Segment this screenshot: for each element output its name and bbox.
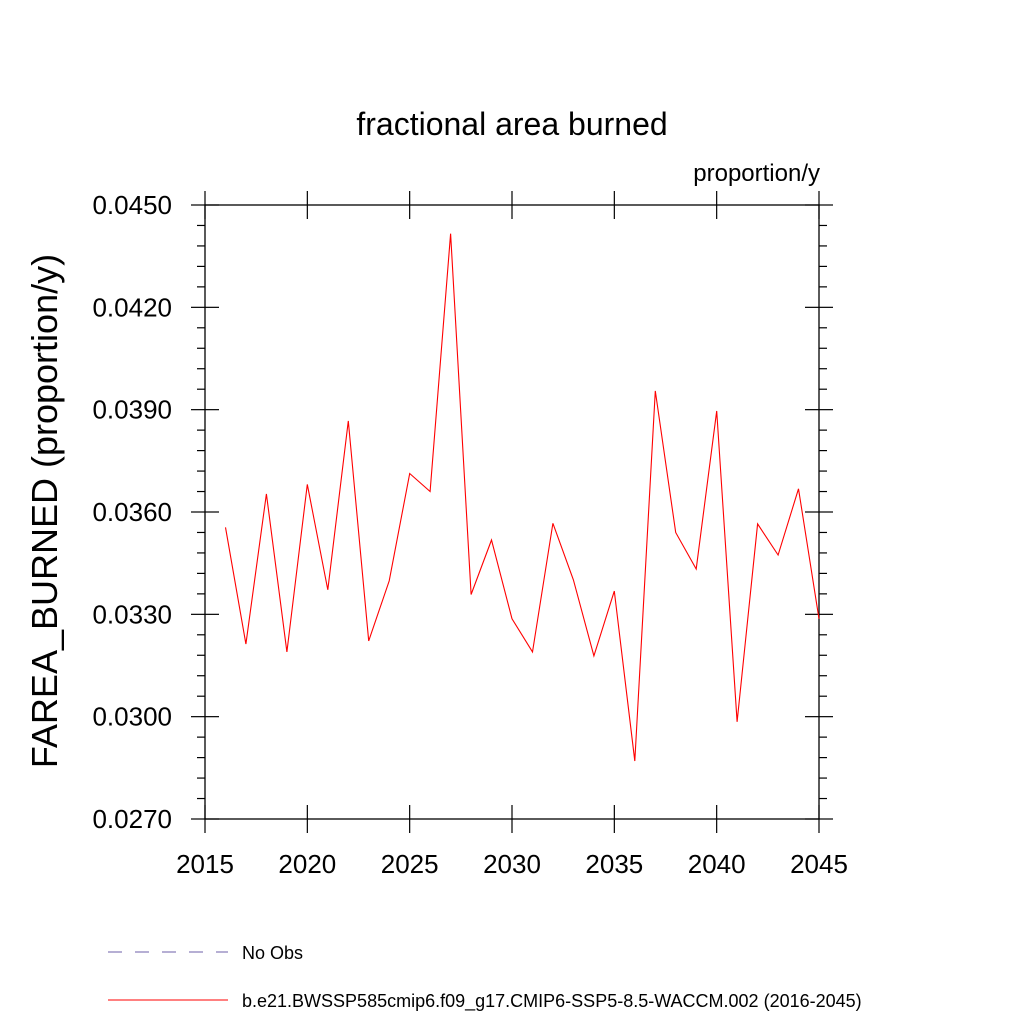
y-tick-label: 0.0420 [92, 292, 172, 322]
series-line [224, 233, 820, 762]
chart-title: fractional area burned [356, 106, 667, 142]
y-tick-label: 0.0360 [92, 497, 172, 527]
y-axis-label: FAREA_BURNED (proportion/y) [24, 254, 65, 768]
y-tick-label: 0.0270 [92, 804, 172, 834]
legend: No Obs b.e21.BWSSP585cmip6.f09_g17.CMIP6-… [108, 943, 862, 1012]
x-tick-label: 2045 [790, 849, 848, 879]
axis-ticks: 2015 2020 2025 2030 2035 2040 2045 0.0270 0.0300… [92, 190, 847, 879]
units-label: proportion/y [693, 160, 820, 187]
x-tick-label: 2015 [176, 849, 234, 879]
y-tick-label: 0.0330 [92, 599, 172, 629]
y-tick-label: 0.0450 [92, 190, 172, 220]
x-tick-label: 2035 [585, 849, 643, 879]
series-group [224, 233, 820, 762]
x-tick-label: 2025 [381, 849, 439, 879]
legend-label: b.e21.BWSSP585cmip6.f09_g17.CMIP6-SSP5-8… [242, 991, 862, 1012]
plot-frame [204, 204, 820, 820]
legend-label: No Obs [242, 943, 303, 963]
y-tick-label: 0.0300 [92, 702, 172, 732]
x-tick-label: 2020 [278, 849, 336, 879]
x-tick-label: 2040 [688, 849, 746, 879]
y-tick-label: 0.0390 [92, 395, 172, 425]
x-tick-label: 2030 [483, 849, 541, 879]
